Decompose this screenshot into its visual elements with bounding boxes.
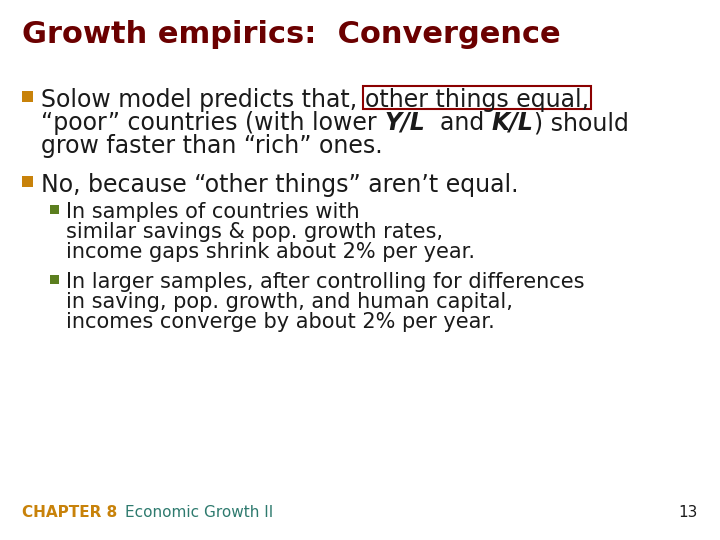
Text: Solow model predicts that,: Solow model predicts that, [41,88,364,112]
Text: and: and [425,111,492,135]
Text: other things equal,: other things equal, [364,88,589,112]
Text: ) should: ) should [534,111,629,135]
Text: 13: 13 [679,505,698,520]
Text: Y/L: Y/L [384,111,425,135]
Text: CHAPTER 8: CHAPTER 8 [22,505,117,520]
Text: Economic Growth II: Economic Growth II [125,505,274,520]
Text: in saving, pop. growth, and human capital,: in saving, pop. growth, and human capita… [66,292,513,312]
Text: K/L: K/L [492,111,534,135]
Text: In larger samples, after controlling for differences: In larger samples, after controlling for… [66,272,585,292]
Text: income gaps shrink about 2% per year.: income gaps shrink about 2% per year. [66,242,475,262]
Text: similar savings & pop. growth rates,: similar savings & pop. growth rates, [66,222,443,242]
Text: In samples of countries with: In samples of countries with [66,202,359,222]
Text: No, because “other things” aren’t equal.: No, because “other things” aren’t equal. [41,173,518,197]
Text: grow faster than “rich” ones.: grow faster than “rich” ones. [41,134,382,158]
Text: incomes converge by about 2% per year.: incomes converge by about 2% per year. [66,312,495,332]
Text: “poor” countries (with lower: “poor” countries (with lower [41,111,384,135]
Text: Growth empirics:  Convergence: Growth empirics: Convergence [22,20,561,49]
